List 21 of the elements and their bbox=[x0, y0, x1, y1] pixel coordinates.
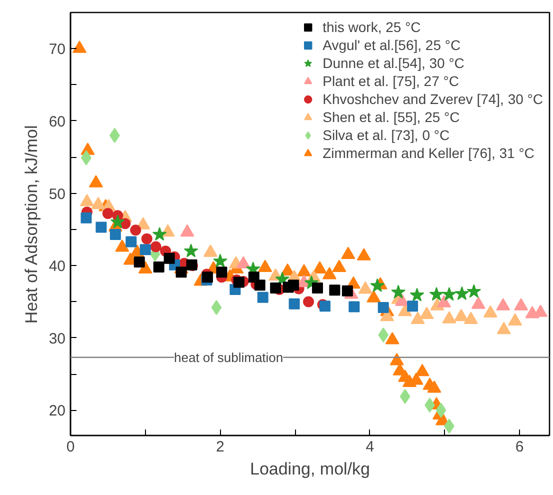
y-tick-label: 70 bbox=[48, 41, 66, 58]
x-axis-title: Loading, mol/kg bbox=[250, 460, 370, 478]
y-axis-title: Heat of Adsorption, kJ/mol bbox=[22, 125, 41, 324]
x-tick-label: 2 bbox=[216, 438, 224, 456]
legend-label: Dunne et al.[54], 30 °C bbox=[322, 54, 464, 72]
legend-label: this work, 25 °C bbox=[322, 18, 421, 36]
x-tick-label: 6 bbox=[515, 438, 524, 456]
legend-label: Silva et al. [73], 0 °C bbox=[322, 126, 450, 144]
legend-label: Plant et al. [75], 27 °C bbox=[322, 72, 459, 90]
legend-label: Avgul' et al.[56], 25 °C bbox=[322, 36, 461, 54]
y-tick-label: 40 bbox=[48, 258, 66, 276]
legend-label: Shen et al. [55], 25 °C bbox=[322, 108, 460, 126]
y-tick-label: 20 bbox=[48, 402, 66, 420]
x-tick-label: 4 bbox=[366, 438, 374, 456]
x-tick-label: 0 bbox=[66, 438, 75, 456]
y-tick-label: 30 bbox=[48, 330, 66, 348]
y-tick-label: 50 bbox=[48, 186, 66, 203]
y-tick-label: 60 bbox=[48, 113, 66, 130]
legend-label: Zimmerman and Keller [76], 31 °C bbox=[322, 144, 534, 162]
legend-label: Khvoshchev and Zverev [74], 30 °C bbox=[322, 90, 543, 108]
ref-line-label: heat of sublimation bbox=[174, 350, 284, 365]
